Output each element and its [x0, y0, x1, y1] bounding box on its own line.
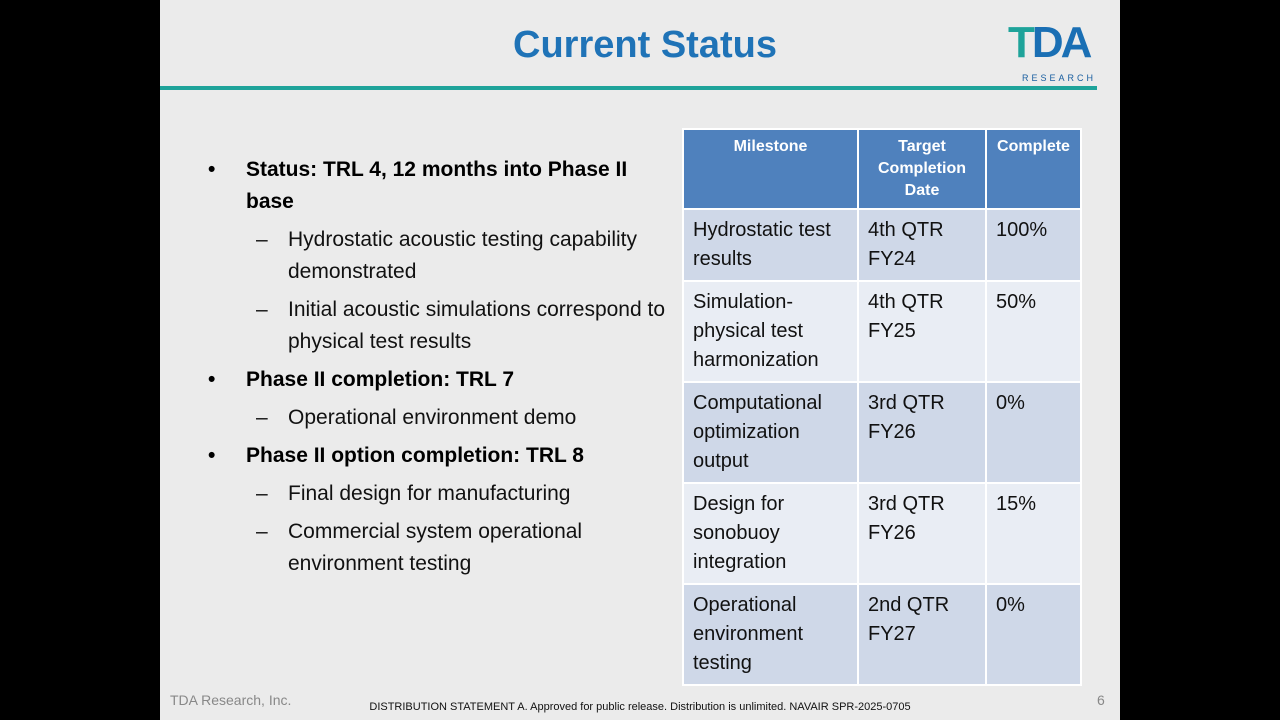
logo: TDA RESEARCH — [1008, 18, 1096, 86]
title-rule — [160, 86, 1097, 90]
table-cell: Design for sonobuoy integration — [682, 482, 859, 585]
milestone-table: Milestone Target Completion Date Complete … — [682, 128, 1082, 686]
table-cell: Computational optimization output — [682, 381, 859, 484]
slide: Current Status TDA RESEARCH Status: TRL … — [160, 0, 1120, 720]
bullet: Status: TRL 4, 12 months into Phase II b… — [208, 154, 668, 218]
logo-main: TDA — [1008, 18, 1093, 68]
table-cell: 4th QTR FY24 — [857, 208, 987, 282]
column-header: Complete — [985, 128, 1082, 210]
bullet: Phase II completion: TRL 7 — [208, 364, 668, 396]
table-cell: 0% — [985, 381, 1082, 484]
bullet-list: Status: TRL 4, 12 months into Phase II b… — [208, 148, 668, 580]
bullet: Phase II option completion: TRL 8 — [208, 440, 668, 472]
logo-letter: T — [1008, 18, 1035, 67]
table-cell: 50% — [985, 280, 1082, 383]
footer-company: TDA Research, Inc. — [170, 692, 292, 708]
sub-bullet: Initial acoustic simulations correspond … — [208, 294, 668, 358]
table-cell: 0% — [985, 583, 1082, 686]
page-number: 6 — [1097, 692, 1105, 708]
column-header: Target Completion Date — [857, 128, 987, 210]
table-cell: 3rd QTR FY26 — [857, 482, 987, 585]
table-cell: 100% — [985, 208, 1082, 282]
table-cell: Hydrostatic test results — [682, 208, 859, 282]
table-row: Simulation-physical test harmonization 4t… — [682, 280, 1082, 383]
sub-bullet: Operational environment demo — [208, 402, 668, 434]
sub-bullet: Hydrostatic acoustic testing capability … — [208, 224, 668, 288]
table-cell: 2nd QTR FY27 — [857, 583, 987, 686]
table-row: Operational environment testing 2nd QTR F… — [682, 583, 1082, 686]
table-row: Computational optimization output 3rd QTR… — [682, 381, 1082, 484]
table-cell: Simulation-physical test harmonization — [682, 280, 859, 383]
footer-statement: DISTRIBUTION STATEMENT A. Approved for p… — [369, 701, 911, 713]
table-row: Hydrostatic test results 4th QTR FY24 100% — [682, 208, 1082, 282]
table-cell: Operational environment testing — [682, 583, 859, 686]
slide-title: Current Status — [513, 24, 777, 66]
sub-bullet: Commercial system operational environmen… — [208, 516, 668, 580]
logo-sub: RESEARCH — [1021, 73, 1096, 83]
table-cell: 15% — [985, 482, 1082, 585]
header-row: Milestone Target Completion Date Complete — [682, 128, 1082, 210]
table-cell: 4th QTR FY25 — [857, 280, 987, 383]
column-header: Milestone — [682, 128, 859, 210]
logo-letters: DA — [1031, 18, 1093, 67]
table-cell: 3rd QTR FY26 — [857, 381, 987, 484]
table-row: Design for sonobuoy integration 3rd QTR F… — [682, 482, 1082, 585]
table-body: Hydrostatic test results 4th QTR FY24 100%… — [682, 208, 1082, 686]
sub-bullet: Final design for manufacturing — [208, 478, 668, 510]
